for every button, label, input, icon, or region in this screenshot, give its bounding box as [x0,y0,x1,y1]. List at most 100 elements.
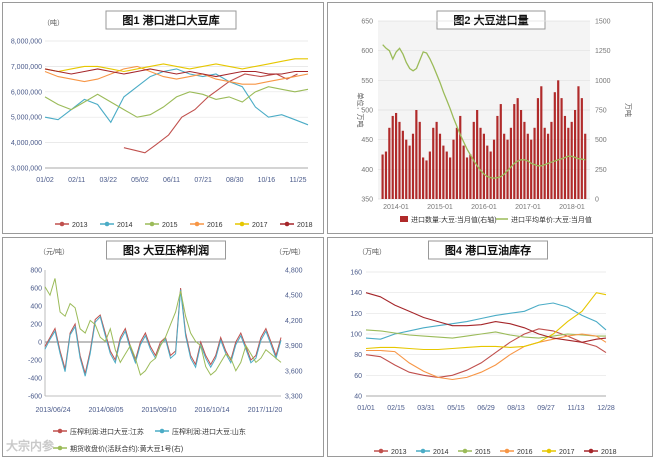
chart-2-bar [553,92,556,199]
chart-4-x-tick: 09/27 [537,405,555,412]
chart-4-y-tick: 140 [350,290,362,297]
chart-3-legend-label: 压榨利润:进口大豆:江苏 [70,427,144,436]
chart-4-series-2014 [365,302,607,340]
chart-1-series-2016 [44,65,309,85]
chart-2-bar [516,98,519,199]
chart-4-x-tick: 06/29 [477,405,495,412]
chart-2-title-box [436,10,546,30]
chart-3-x-tick: 2013/06/24 [35,407,70,414]
chart-1-legend-marker [104,221,110,227]
chart-3-legend-label: 期货收盘价(活跃合约):黄大豆1号(右) [70,444,183,453]
chart-1-svg: 图1 港口进口大豆库 （吨） 8,000,000 7,000,000 6,000,000… [11,10,313,229]
chart-2-legend-bars-swatch [400,216,408,222]
chart-4-legend-label: 2016 [517,449,533,456]
chart-3-x-tick: 2015/09/10 [141,407,176,414]
chart-2-bar [388,127,391,199]
chart-4-y-tick: 40 [354,394,362,401]
chart-1-x-tick: 02/11 [68,177,85,184]
chart-3-y-right-tick: 4,800 [285,268,303,275]
chart-2-bar [489,151,492,199]
chart-3-y-right-tick: 3,900 [285,343,303,350]
chart-1-y-tick: 8,000,000 [11,39,42,46]
chart-3-y-right-tick: 3,600 [285,368,303,375]
chart-4-series-2017 [365,292,607,351]
chart-2-bar [536,98,540,199]
chart-2-bar [391,115,394,199]
chart-2-y-right-tick: 750 [595,108,607,115]
chart-2-bar [398,121,401,199]
chart-2-bar [452,139,455,199]
chart-4-svg: 图4 港口豆油库存 （万吨） 160 140 120 100 80 60 40 01/01 02/1… [350,240,617,456]
chart-2-bar [411,133,415,199]
chart-2-bar [530,139,533,199]
chart-2-bar [567,127,570,199]
chart-2-bar [479,127,482,199]
chart-2-bar [422,157,425,199]
chart-2-bar [418,121,421,199]
chart-2-bar [401,130,404,199]
chart-4-title: 图4 港口豆油库存 [445,243,531,257]
chart-2-bar [442,145,445,199]
chart-2-bar [395,112,398,199]
chart-3-title-box [106,240,226,260]
chart-1-legend-label: 2016 [207,222,223,229]
chart-2-x-tick: 2018-01 [559,204,585,211]
chart-2-bar [438,133,442,199]
chart-1-series-2017 [44,58,308,73]
chart-2-bar [381,154,384,199]
chart-2-bar [560,98,563,199]
chart-2-legend-bars-label: 进口数量:大豆:当月值(右轴) [411,215,497,224]
chart-2-y-right-tick: 1000 [595,78,611,85]
chart-3-y-right-tick: 3,300 [285,394,303,401]
chart-3-x-tick: 2014/08/05 [88,407,123,414]
chart-4-x-tick: 11/13 [568,405,585,412]
chart-2-bar [415,110,418,199]
chart-2-svg: 图2 大豆进口量 650 600 550 500 450 400 350 1500 1250 100… [356,10,633,224]
chart-1-x-tick: 03/22 [99,177,117,184]
chart-2-x-tick: 2015-01 [427,204,453,211]
chart-2-bar [499,104,502,199]
chart-3-svg: 图3 大豆压榨利润 （元/吨） （元/吨） 800 600 400 200 0 -200 -400… [28,240,305,453]
chart-1-x-tick: 06/11 [163,177,180,184]
chart-2-title: 图2 大豆进口量 [453,13,528,27]
chart-2-x-tick: 2014-01 [383,204,409,211]
chart-2-bar [445,151,448,199]
chart-2-y-right-tick: 0 [595,197,599,204]
chart-2-bar [408,145,411,199]
chart-2-y-left-tick: 550 [361,78,373,85]
chart-2-y-left-tick: 500 [361,108,373,115]
chart-2-bar [384,151,388,199]
chart-3-legend-label: 压榨利润:进口大豆:山东 [172,427,246,436]
chart-2-bar [543,127,546,199]
chart-1-legend-marker [194,221,200,227]
chart-2-y-right-tick: 250 [595,167,607,174]
watermark: 大宗内参 [6,439,55,453]
chart-1-title-box [105,10,237,30]
chart-3-y-left-tick: -200 [28,358,42,365]
chart-2-y-right-tick: 1250 [595,48,611,55]
chart-1-legend-label: 2015 [162,222,178,229]
chart-1-legend-label: 2014 [117,222,133,229]
chart-2-bar [533,127,536,199]
chart-3-y-right-tick: 4,500 [285,293,303,300]
chart-2-y-left-tick: 650 [361,19,373,26]
chart-2-bar [462,145,465,199]
chart-2-bar [428,151,431,199]
chart-3-y-left-tick: 800 [30,268,42,275]
chart-panel-3: 图3 大豆压榨利润 （元/吨） （元/吨） 800 600 400 200 0 -200 -400… [2,237,324,457]
chart-2-y-left-tick: 450 [361,137,373,144]
chart-4-legend-label: 2017 [559,449,575,456]
chart-2-y-left-tick: 600 [361,48,373,55]
chart-1-legend-marker [59,221,65,227]
chart-2-ylabel-right: 万吨 [624,103,633,117]
chart-2-bar [506,139,509,199]
chart-1-y-tick: 3,000,000 [11,166,42,173]
chart-2-bar [425,160,428,199]
chart-2-bar [459,115,462,199]
chart-1-series-2018 [44,68,308,78]
chart-3-y-left-tick: -600 [28,394,42,401]
chart-4-y-tick: 80 [354,352,362,359]
chart-2-ylabel-left: 单位：万吨 [356,93,365,128]
chart-3-legend-marker [57,445,63,451]
chart-1-series-2015 [44,86,309,118]
